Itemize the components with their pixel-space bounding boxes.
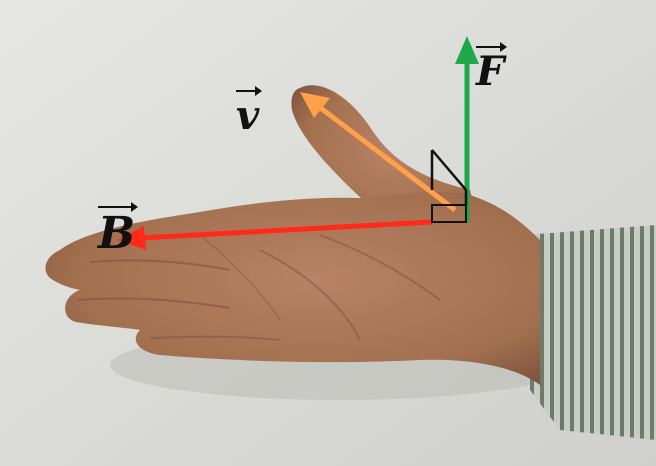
label-vector-v: v — [236, 86, 263, 139]
label-vector-b: B — [98, 202, 139, 259]
right-angle-marker — [430, 149, 468, 223]
shirt-sleeve — [525, 225, 656, 440]
vector-v-arrow — [300, 92, 457, 212]
vector-b-arrow — [118, 219, 433, 250]
label-vector-f: F — [476, 42, 508, 95]
